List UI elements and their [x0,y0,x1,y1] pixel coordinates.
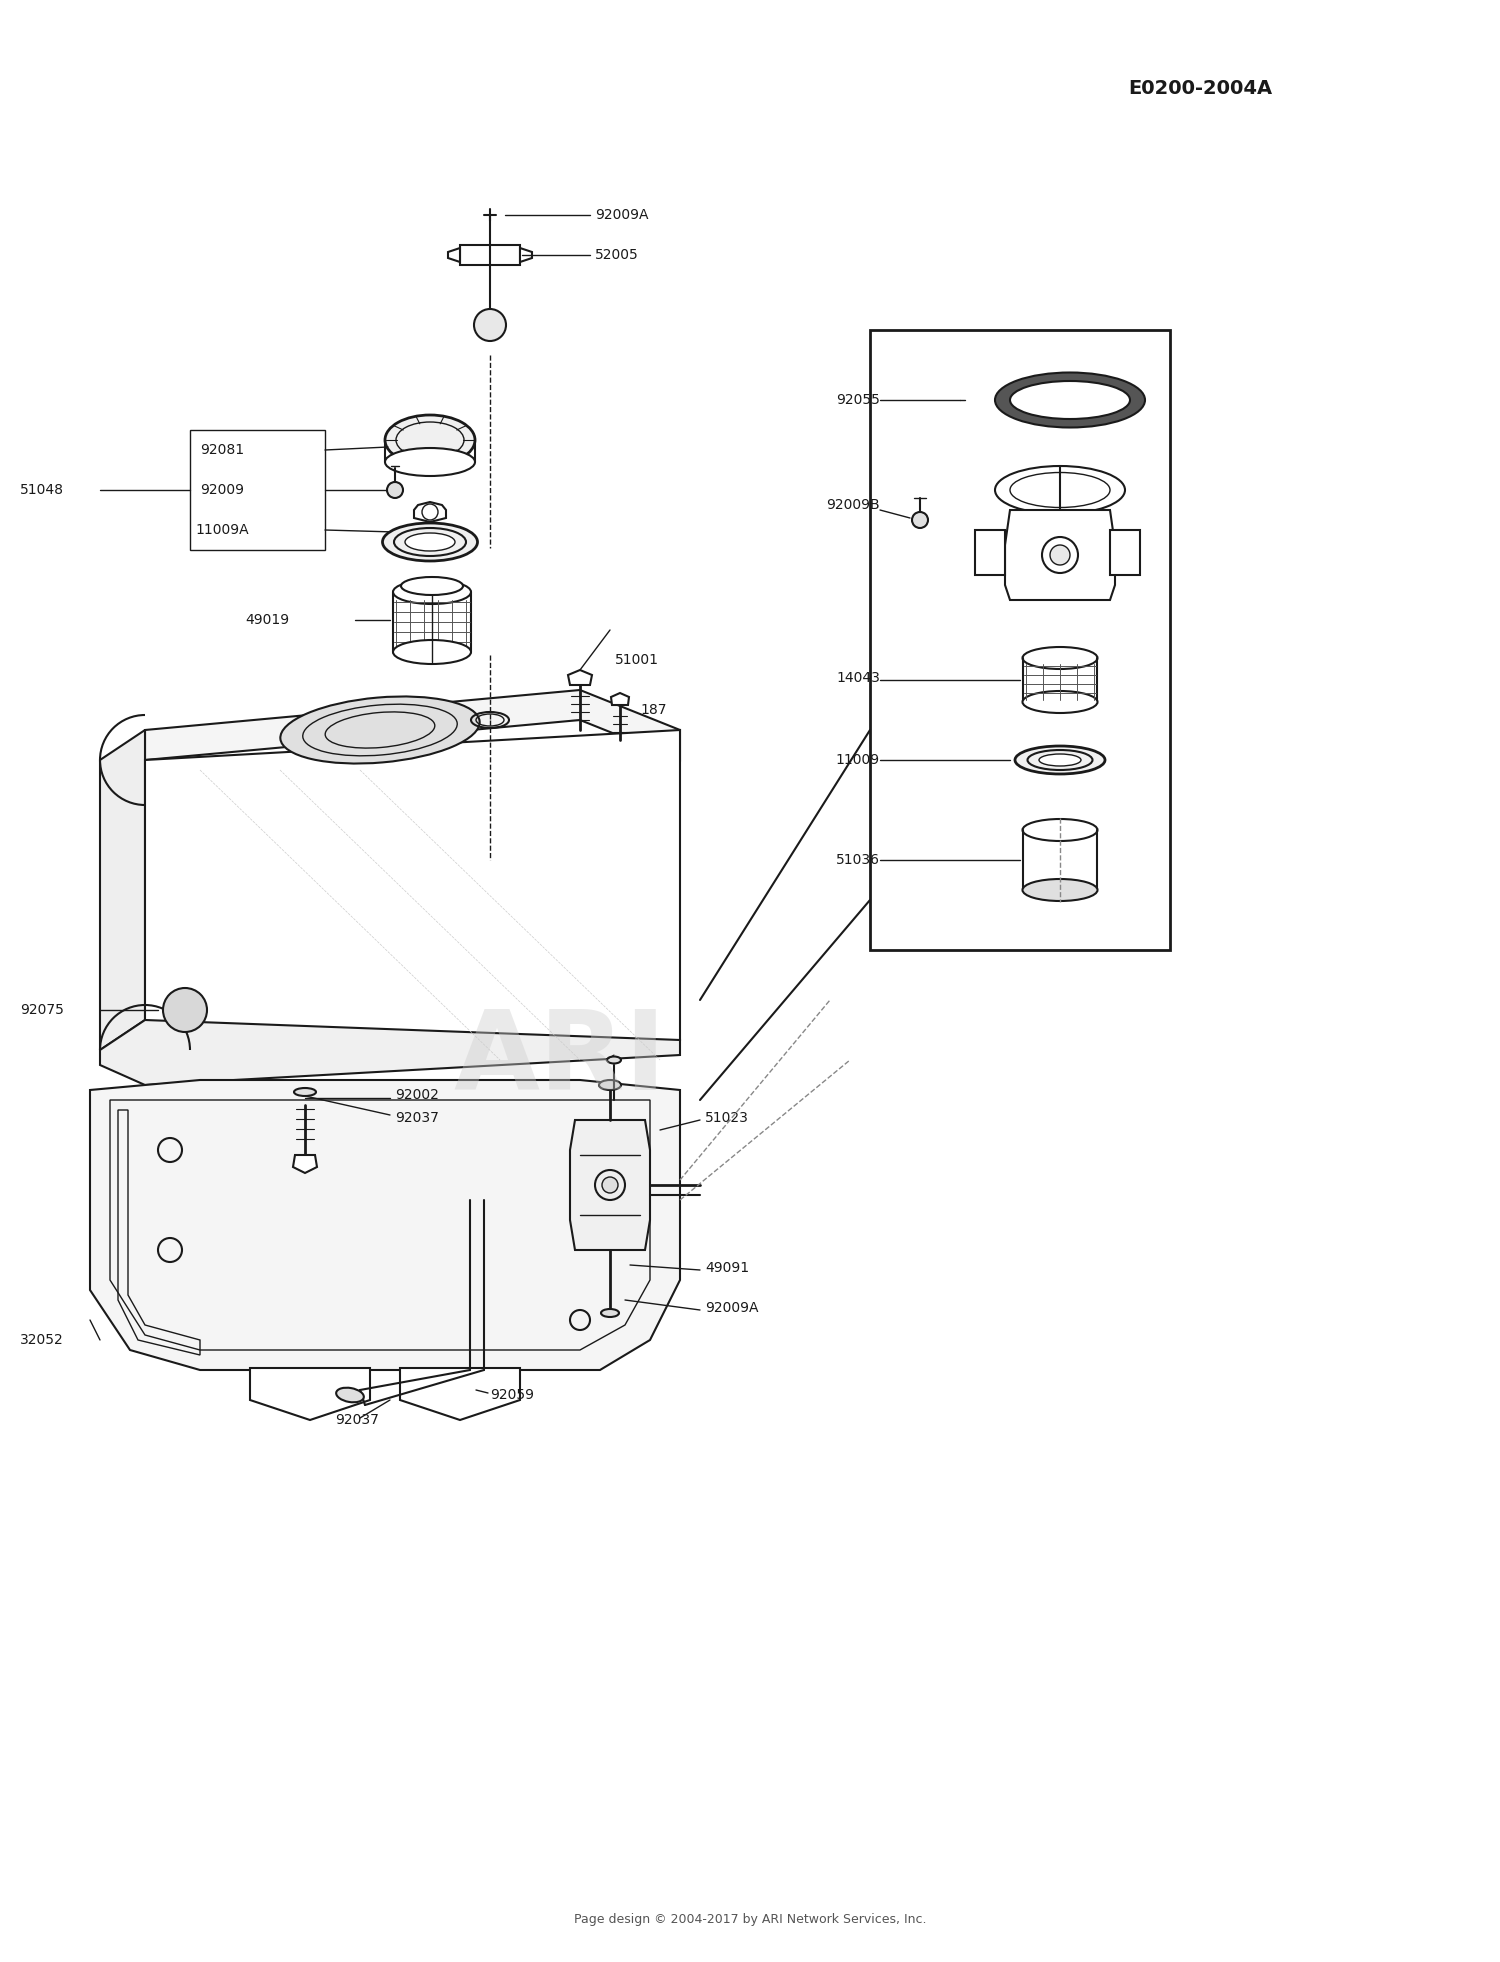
Polygon shape [292,1156,316,1173]
Ellipse shape [994,467,1125,514]
Ellipse shape [1040,753,1082,765]
Bar [190,430,326,549]
Polygon shape [448,247,460,263]
Ellipse shape [393,581,471,604]
Ellipse shape [393,640,471,663]
Polygon shape [146,730,680,1069]
Polygon shape [1110,530,1140,575]
Text: 32052: 32052 [20,1332,63,1348]
Text: 92002: 92002 [394,1089,439,1103]
Polygon shape [100,1020,680,1085]
Text: 52005: 52005 [596,247,639,263]
Text: 92081: 92081 [200,443,244,457]
Ellipse shape [386,447,476,477]
Text: 51048: 51048 [20,483,64,496]
Ellipse shape [382,524,477,561]
Text: 92009: 92009 [200,483,244,496]
Ellipse shape [598,1079,621,1091]
Text: 92055: 92055 [836,392,880,406]
Text: E0200-2004A: E0200-2004A [1128,78,1272,98]
Circle shape [387,483,404,498]
Bar [870,330,1170,950]
Text: ARI: ARI [453,1007,666,1114]
Ellipse shape [1023,691,1098,712]
Text: 11009: 11009 [836,753,880,767]
Text: 92059: 92059 [490,1387,534,1403]
Ellipse shape [602,1309,619,1317]
Polygon shape [520,247,532,263]
Text: 11009A: 11009A [195,524,249,538]
Text: 51036: 51036 [836,853,880,867]
Polygon shape [1005,510,1114,600]
Text: 187: 187 [640,702,666,716]
Ellipse shape [336,1387,364,1403]
Polygon shape [414,502,446,522]
Circle shape [1050,545,1070,565]
Ellipse shape [1023,818,1098,842]
Ellipse shape [994,373,1144,428]
Polygon shape [568,669,592,685]
Polygon shape [90,1079,680,1369]
Text: 92037: 92037 [334,1413,380,1426]
Text: 92009A: 92009A [705,1301,759,1315]
Text: 14043: 14043 [836,671,880,685]
Ellipse shape [405,534,454,551]
Text: 92075: 92075 [20,1003,64,1016]
Polygon shape [460,245,520,265]
Polygon shape [570,1120,650,1250]
Polygon shape [100,730,146,1050]
Ellipse shape [474,308,506,341]
Text: 51001: 51001 [615,653,658,667]
Ellipse shape [386,416,476,465]
Ellipse shape [1016,746,1106,773]
Polygon shape [610,693,628,704]
Circle shape [602,1177,618,1193]
Polygon shape [251,1368,370,1420]
Circle shape [164,989,207,1032]
Ellipse shape [608,1056,621,1063]
Polygon shape [146,691,680,759]
Ellipse shape [280,697,480,763]
Ellipse shape [1010,381,1130,420]
Text: 92037: 92037 [394,1110,439,1124]
Ellipse shape [1023,647,1098,669]
Polygon shape [975,530,1005,575]
Ellipse shape [294,1089,316,1097]
Text: 92009A: 92009A [596,208,648,222]
Text: 92009B: 92009B [827,498,880,512]
Text: 49019: 49019 [244,612,290,628]
Ellipse shape [1023,879,1098,901]
Ellipse shape [400,577,464,594]
Polygon shape [400,1368,520,1420]
Circle shape [912,512,928,528]
Text: 49091: 49091 [705,1262,748,1275]
Text: 51023: 51023 [705,1110,748,1124]
Text: Page design © 2004-2017 by ARI Network Services, Inc.: Page design © 2004-2017 by ARI Network S… [573,1913,926,1927]
